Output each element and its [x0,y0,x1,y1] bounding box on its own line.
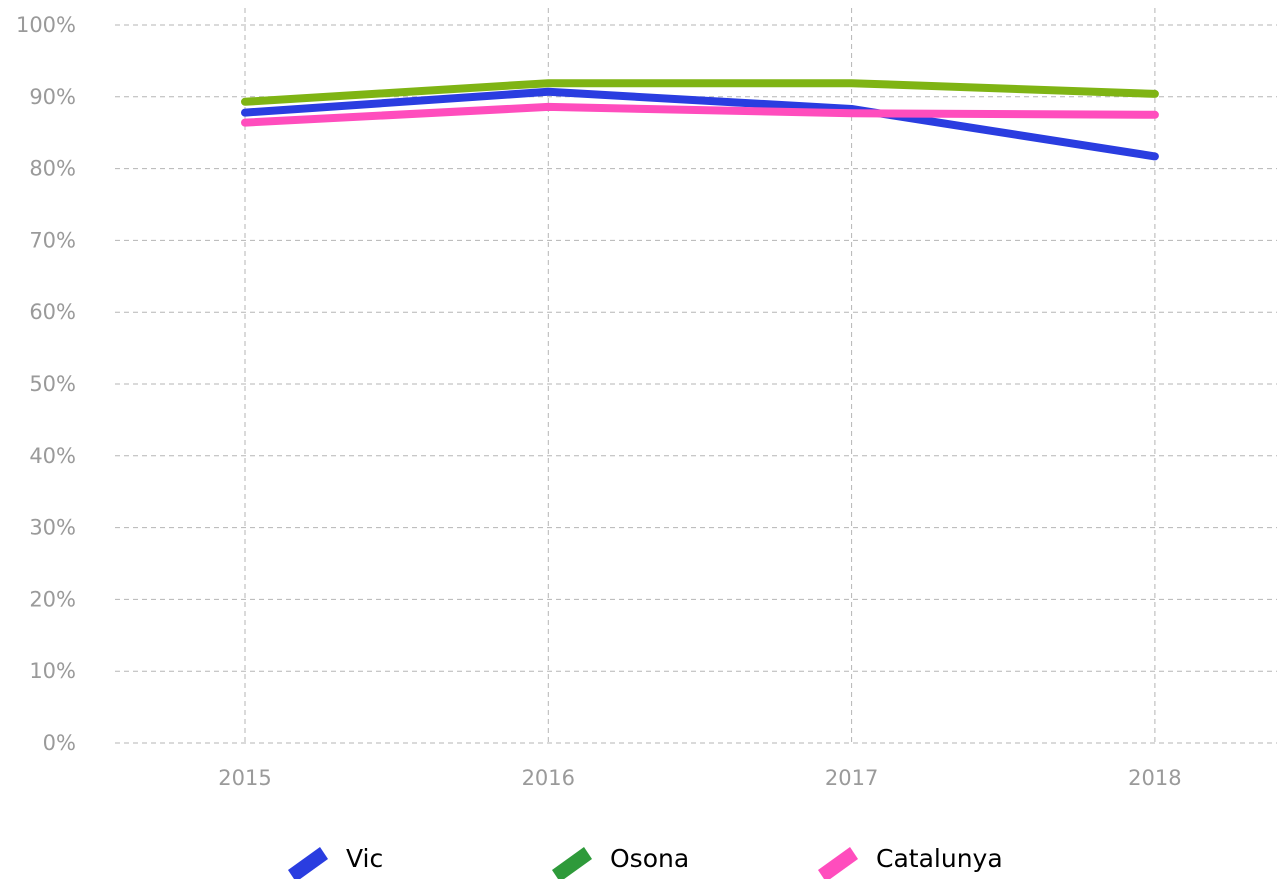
series-line-vic [241,87,1159,161]
legend-swatch-vic [288,847,328,879]
y-tick-label: 30% [29,516,76,540]
legend-swatch-catalunya-icon [818,847,858,879]
legend: Vic Osona Catalunya [0,838,1277,879]
legend-swatch-osona [552,847,592,879]
legend-swatch-catalunya [818,847,858,879]
y-tick-label: 0% [43,731,76,755]
legend-item-vic: Vic [282,838,383,879]
x-tick-label: 2015 [218,766,271,790]
y-tick-label: 10% [29,659,76,683]
legend-item-catalunya: Catalunya [812,838,1003,879]
y-tick-label: 60% [29,300,76,324]
y-tick-label: 20% [29,587,76,611]
legend-swatch-osona-icon [552,847,592,879]
x-tick-label: 2018 [1128,766,1181,790]
series-lines [241,79,1159,161]
y-tick-label: 100% [16,13,76,37]
axis-tick-labels: 0% 10% 20% 30% 40% 50% 60% 70% 80% 90% 100% 2015 201… [16,13,1182,790]
legend-label-catalunya: Catalunya [876,844,1003,873]
x-tick-label: 2017 [825,766,878,790]
y-tick-label: 80% [29,157,76,181]
y-tick-label: 40% [29,444,76,468]
legend-label-osona: Osona [610,844,690,873]
legend-item-osona: Osona [546,838,689,879]
y-tick-label: 90% [29,85,76,109]
y-tick-label: 50% [29,372,76,396]
y-tick-label: 70% [29,228,76,252]
legend-label-vic: Vic [346,844,384,873]
x-tick-label: 2016 [522,766,575,790]
series-line-catalunya [241,102,1159,127]
legend-swatch-vic-icon [288,847,328,879]
series-line-osona [241,79,1159,106]
